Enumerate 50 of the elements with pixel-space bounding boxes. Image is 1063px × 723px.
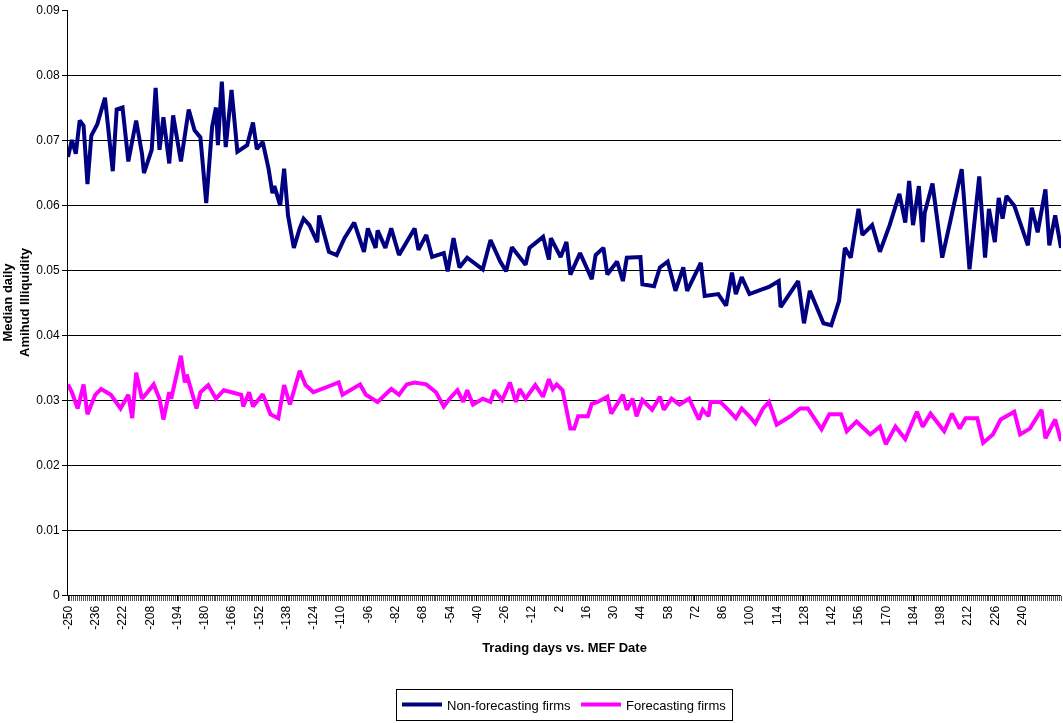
y-tick-label: 0.03 — [36, 393, 60, 408]
x-tick-label: -180 — [197, 605, 212, 630]
x-tick-label: -12 — [524, 605, 539, 624]
x-tick-label: 44 — [633, 605, 648, 620]
x-tick-label: 16 — [578, 605, 593, 620]
x-tick-label: -96 — [360, 605, 375, 624]
x-tick-label: -236 — [88, 605, 103, 630]
y-tick-label: 0.05 — [36, 263, 60, 278]
y-tick-label: 0.04 — [36, 328, 60, 343]
x-tick-label: -152 — [251, 605, 266, 630]
x-tick-label: 142 — [824, 605, 839, 626]
x-tick-label: -82 — [388, 605, 403, 624]
x-tick-label: 30 — [606, 605, 621, 620]
x-tick-label: 100 — [742, 605, 757, 626]
x-tick-label: 114 — [769, 605, 784, 625]
x-tick-label: 2 — [551, 605, 566, 613]
x-tick-label: 58 — [660, 605, 675, 620]
y-tick-label: 0.09 — [36, 3, 60, 18]
y-tick-label: 0 — [52, 588, 60, 603]
y-axis-title: Median daily Amihud Illiquidity — [0, 247, 32, 358]
x-axis-title: Trading days vs. MEF Date — [482, 640, 647, 656]
y-tick-label: 0.08 — [36, 68, 60, 83]
x-tick-label: 128 — [796, 605, 811, 626]
x-tick-label: 72 — [687, 605, 702, 620]
x-tick-label: 184 — [905, 605, 920, 626]
x-tick-label: 240 — [1014, 605, 1029, 626]
legend-label: Forecasting firms — [626, 697, 727, 713]
x-tick-label: -222 — [115, 605, 130, 630]
y-tick-label: 0.01 — [36, 523, 60, 538]
x-tick-label: -208 — [142, 605, 157, 630]
x-tick-label: -68 — [415, 605, 430, 624]
x-tick-label: 198 — [933, 605, 948, 626]
y-tick-label: 0.02 — [36, 458, 60, 473]
x-tick-label: -124 — [306, 605, 321, 630]
x-tick-label: -26 — [497, 605, 512, 624]
x-tick-label: 170 — [878, 605, 893, 626]
legend-label: Non-forecasting firms — [447, 697, 572, 713]
x-tick-label: -54 — [442, 605, 457, 624]
x-tick-label: -40 — [469, 605, 484, 624]
x-tick-label: 86 — [715, 605, 730, 620]
x-tick-label: 212 — [960, 605, 975, 626]
x-tick-label: 226 — [987, 605, 1002, 626]
x-tick-label: -166 — [224, 605, 239, 630]
x-tick-label: -110 — [333, 605, 348, 629]
y-tick-label: 0.07 — [36, 133, 60, 148]
y-tick-label: 0.06 — [36, 198, 60, 213]
x-tick-label: 156 — [851, 605, 866, 626]
x-tick-label: -138 — [278, 605, 293, 630]
x-tick-label: -194 — [169, 605, 184, 630]
x-tick-label: -250 — [60, 605, 75, 630]
